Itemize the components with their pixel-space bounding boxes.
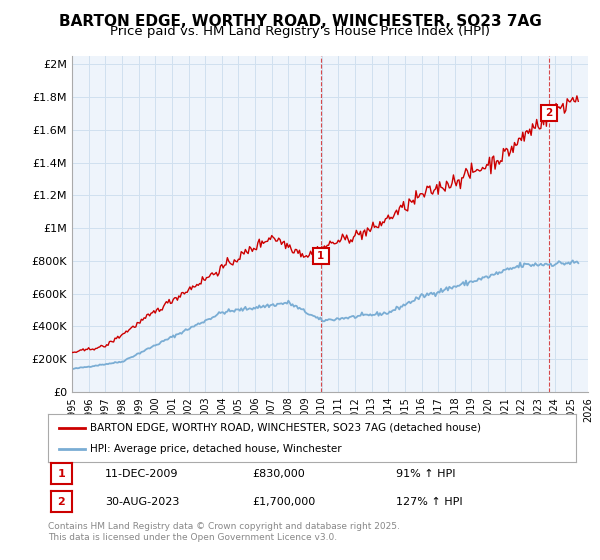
Text: BARTON EDGE, WORTHY ROAD, WINCHESTER, SO23 7AG (detached house): BARTON EDGE, WORTHY ROAD, WINCHESTER, SO… (90, 423, 481, 433)
Text: This data is licensed under the Open Government Licence v3.0.: This data is licensed under the Open Gov… (48, 533, 337, 542)
Text: 1: 1 (317, 251, 325, 261)
Text: Contains HM Land Registry data © Crown copyright and database right 2025.: Contains HM Land Registry data © Crown c… (48, 522, 400, 531)
Text: 127% ↑ HPI: 127% ↑ HPI (396, 497, 463, 507)
Text: HPI: Average price, detached house, Winchester: HPI: Average price, detached house, Winc… (90, 444, 342, 454)
Text: 91% ↑ HPI: 91% ↑ HPI (396, 469, 455, 479)
Text: £830,000: £830,000 (252, 469, 305, 479)
Text: 1: 1 (58, 469, 65, 479)
Text: £1,700,000: £1,700,000 (252, 497, 315, 507)
Text: 11-DEC-2009: 11-DEC-2009 (105, 469, 179, 479)
Text: 30-AUG-2023: 30-AUG-2023 (105, 497, 179, 507)
Text: BARTON EDGE, WORTHY ROAD, WINCHESTER, SO23 7AG: BARTON EDGE, WORTHY ROAD, WINCHESTER, SO… (59, 14, 541, 29)
Text: 2: 2 (545, 109, 553, 118)
Text: Price paid vs. HM Land Registry's House Price Index (HPI): Price paid vs. HM Land Registry's House … (110, 25, 490, 38)
Text: 2: 2 (58, 497, 65, 507)
